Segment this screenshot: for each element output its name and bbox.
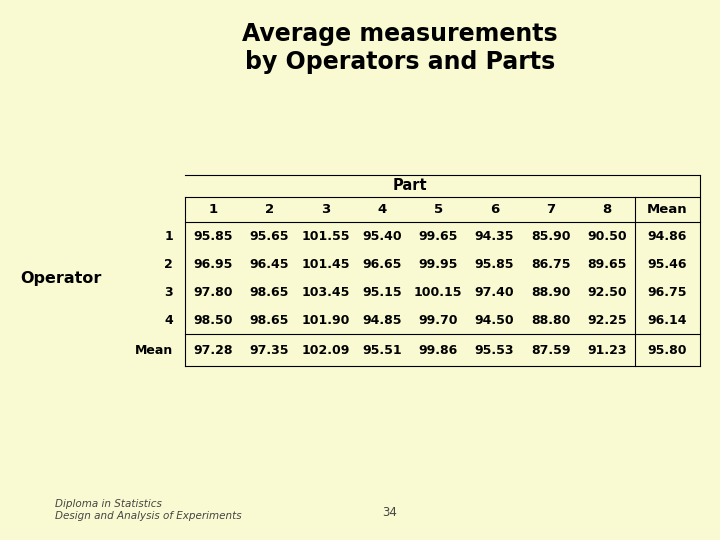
Text: 95.40: 95.40 — [362, 230, 402, 242]
Text: 86.75: 86.75 — [531, 258, 570, 271]
Text: 90.50: 90.50 — [587, 230, 626, 242]
Text: 4: 4 — [377, 203, 387, 216]
Text: 6: 6 — [490, 203, 499, 216]
Text: 87.59: 87.59 — [531, 343, 570, 356]
Text: 2: 2 — [164, 258, 173, 271]
Text: 95.46: 95.46 — [648, 258, 688, 271]
Text: 85.90: 85.90 — [531, 230, 570, 242]
Text: 103.45: 103.45 — [302, 286, 350, 299]
Text: 7: 7 — [546, 203, 555, 216]
Text: 96.65: 96.65 — [362, 258, 402, 271]
Text: 99.86: 99.86 — [418, 343, 458, 356]
Text: 96.75: 96.75 — [648, 286, 688, 299]
Text: 95.80: 95.80 — [648, 343, 688, 356]
Text: 94.86: 94.86 — [648, 230, 687, 242]
Text: 2: 2 — [265, 203, 274, 216]
Text: Mean: Mean — [135, 343, 173, 356]
Text: 88.90: 88.90 — [531, 286, 570, 299]
Text: 95.85: 95.85 — [474, 258, 514, 271]
Text: 97.35: 97.35 — [250, 343, 289, 356]
Text: 101.55: 101.55 — [302, 230, 350, 242]
Text: 88.80: 88.80 — [531, 314, 570, 327]
Text: 3: 3 — [321, 203, 330, 216]
Text: 96.14: 96.14 — [648, 314, 688, 327]
Text: 97.28: 97.28 — [194, 343, 233, 356]
Text: 100.15: 100.15 — [414, 286, 462, 299]
Text: 98.50: 98.50 — [194, 314, 233, 327]
Text: Mean: Mean — [647, 203, 688, 216]
Text: 4: 4 — [164, 314, 173, 327]
Text: 101.45: 101.45 — [302, 258, 350, 271]
Text: 1: 1 — [209, 203, 217, 216]
Text: 95.85: 95.85 — [194, 230, 233, 242]
Text: 34: 34 — [382, 507, 397, 519]
Text: 97.40: 97.40 — [474, 286, 514, 299]
Text: 98.65: 98.65 — [250, 286, 289, 299]
Text: 95.51: 95.51 — [362, 343, 402, 356]
Text: Average measurements
by Operators and Parts: Average measurements by Operators and Pa… — [242, 22, 558, 74]
Text: 97.80: 97.80 — [194, 286, 233, 299]
Text: 95.53: 95.53 — [474, 343, 514, 356]
Text: 99.70: 99.70 — [418, 314, 458, 327]
Text: 96.45: 96.45 — [250, 258, 289, 271]
Text: 1: 1 — [164, 230, 173, 242]
Text: 101.90: 101.90 — [302, 314, 350, 327]
Text: 99.65: 99.65 — [418, 230, 458, 242]
Text: 94.35: 94.35 — [474, 230, 514, 242]
Text: 89.65: 89.65 — [588, 258, 626, 271]
Text: 94.50: 94.50 — [474, 314, 514, 327]
Text: 8: 8 — [602, 203, 611, 216]
Text: 92.50: 92.50 — [587, 286, 626, 299]
Text: 92.25: 92.25 — [587, 314, 626, 327]
Text: 5: 5 — [433, 203, 443, 216]
Text: 3: 3 — [164, 286, 173, 299]
Text: 102.09: 102.09 — [302, 343, 350, 356]
Text: Operator: Operator — [20, 271, 102, 286]
Text: 96.95: 96.95 — [194, 258, 233, 271]
Text: 91.23: 91.23 — [587, 343, 626, 356]
Text: 94.85: 94.85 — [362, 314, 402, 327]
Text: 95.65: 95.65 — [250, 230, 289, 242]
Text: 99.95: 99.95 — [418, 258, 458, 271]
Text: 95.15: 95.15 — [362, 286, 402, 299]
Text: Diploma in Statistics
Design and Analysis of Experiments: Diploma in Statistics Design and Analysi… — [55, 499, 242, 521]
Text: Part: Part — [392, 179, 427, 193]
Text: 98.65: 98.65 — [250, 314, 289, 327]
